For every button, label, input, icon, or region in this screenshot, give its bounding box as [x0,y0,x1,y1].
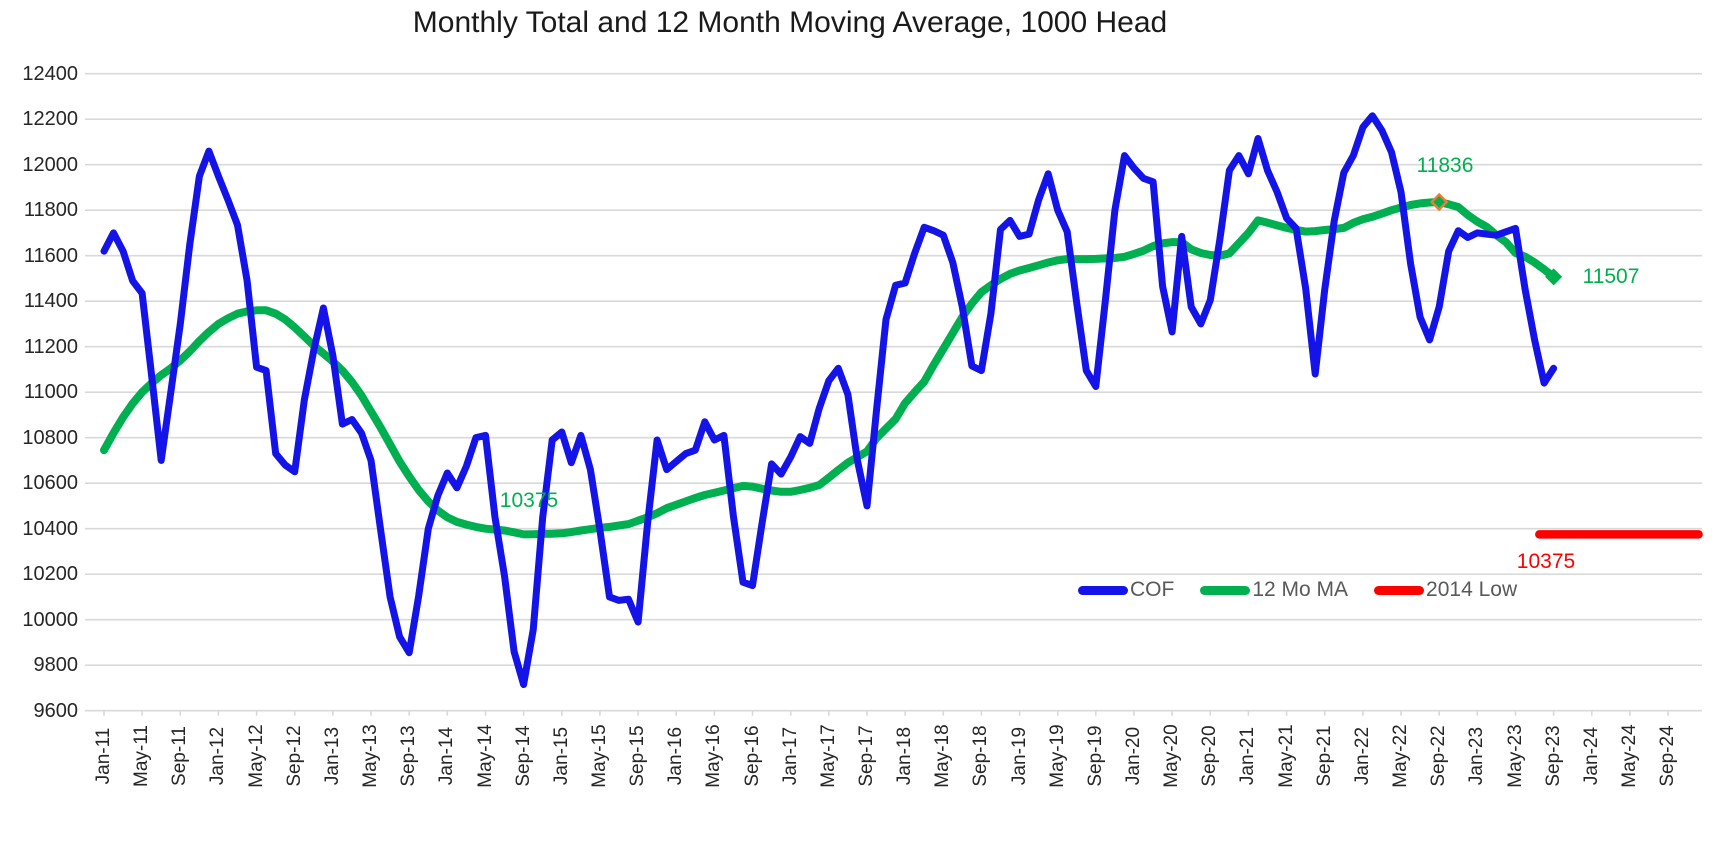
legend-label-ma: 12 Mo MA [1252,578,1349,601]
x-tick-label: Jan-21 [1237,726,1259,786]
x-tick-label: May-18 [932,724,954,788]
x-tick-label: Jan-14 [436,726,458,786]
y-tick-label: 11000 [23,381,78,404]
y-tick-label: 10600 [22,472,78,495]
x-tick-label: Sep-18 [970,725,992,787]
x-tick-label: May-16 [703,724,725,788]
x-tick-label: Sep-13 [398,725,420,787]
legend: COF 12 Mo MA 2014 Low [1078,578,1517,602]
y-tick-label: 9600 [33,699,79,722]
y-tick-label: 11200 [23,335,78,358]
x-tick-label: Sep-11 [169,726,191,786]
x-tick-label: May-22 [1390,724,1411,788]
y-tick-label: 11800 [23,199,78,222]
x-tick-label: Jan-11 [93,727,114,785]
ma-min-label: 10375 [499,489,559,512]
x-tick-label: Jan-13 [321,726,343,786]
x-tick-label: May-14 [474,724,496,788]
x-tick-label: May-13 [360,724,381,788]
ma-peak-label: 11836 [1416,154,1474,177]
legend-label-cof: COF [1130,578,1175,601]
x-tick-label: Sep-22 [1428,725,1450,787]
x-tick-label: May-23 [1504,724,1526,788]
low-line-swatch-icon [1374,585,1425,595]
x-tick-label: May-17 [817,724,839,788]
y-tick-label: 11400 [23,290,78,313]
x-tick-label: Jan-15 [550,726,572,786]
ma-line [100,198,1558,539]
x-tick-label: May-21 [1275,724,1297,788]
x-tick-label: Sep-15 [627,725,649,787]
x-tick-label: May-12 [245,724,267,788]
x-tick-label: May-20 [1161,724,1183,788]
x-tick-label: Jan-23 [1466,726,1488,786]
y-tick-label: 12200 [22,108,78,131]
ma-latest-label: 11507 [1582,265,1640,288]
low-2014-label: 10375 [1516,550,1576,573]
x-tick-label: Jan-22 [1351,726,1373,786]
ma-end-marker [1545,268,1563,286]
x-tick-label: Jan-12 [207,726,229,786]
x-tick-label: Sep-21 [1313,725,1335,787]
x-tick-label: May-24 [1618,724,1640,788]
y-tick-label: 10400 [22,517,78,540]
y-tick-label: 11600 [23,244,78,267]
y-tick-label: 10000 [22,608,78,631]
x-tick-label: May-15 [588,724,610,788]
x-tick-label: May-11 [131,725,153,787]
cof-line [100,112,1558,688]
legend-item-ma: 12 Mo MA [1200,578,1348,602]
x-tick-label: Sep-14 [512,725,534,787]
x-tick-label: Jan-19 [1008,726,1030,786]
legend-item-cof: COF [1078,578,1174,602]
ma-line-swatch-icon [1200,585,1251,595]
x-tick-label: Sep-19 [1084,725,1106,787]
y-tick-label: 12400 [22,62,78,85]
x-tick-label: Jan-16 [665,726,687,786]
y-tick-label: 9800 [33,654,79,677]
y-tick-label: 10800 [22,426,78,449]
x-tick-label: Jan-17 [779,726,801,786]
chart-title: Monthly Total and 12 Month Moving Averag… [412,6,1168,39]
cof-line-swatch-icon [1078,585,1128,595]
gridlines [85,72,1702,716]
ma-peak-marker [1429,192,1449,212]
legend-label-2014-low: 2014 Low [1426,578,1518,601]
y-tick-label: 10200 [22,563,78,586]
x-tick-label: Sep-24 [1657,725,1679,787]
y-tick-label: 12000 [22,153,78,176]
x-tick-label: Jan-18 [894,726,916,786]
x-tick-label: Sep-12 [283,725,305,787]
legend-item-2014-low: 2014 Low [1374,578,1517,602]
x-tick-label: May-19 [1046,724,1068,788]
x-tick-label: Sep-20 [1199,725,1221,787]
x-tick-label: Sep-17 [856,725,877,787]
x-tick-label: Sep-16 [741,725,763,787]
x-tick-label: Jan-24 [1580,726,1602,786]
x-tick-label: Sep-23 [1542,725,1564,787]
x-tick-label: Jan-20 [1123,726,1144,786]
